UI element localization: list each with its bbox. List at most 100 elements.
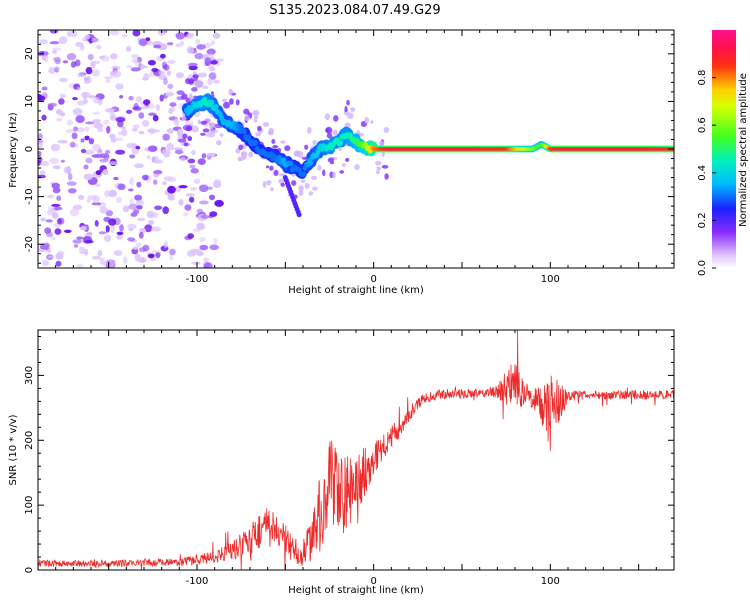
spectrogram-noise-cell [126,46,132,52]
spectrogram-noise-cell [95,183,101,187]
spectrogram-noise-cell [85,121,95,125]
spectrogram-noise-cell [240,151,248,158]
spectrogram-noise-cell [266,180,272,186]
spectrogram-noise-cell [72,204,83,211]
spectrogram-noise-cell [212,79,221,84]
spectrogram-noise-cell [82,236,93,244]
spectrogram-noise-cell [213,237,218,245]
spectrogram-noise-cell [42,242,50,251]
spectrogram-noise-cell [40,160,50,167]
spectrogram-noise-cell [185,78,191,85]
spectrogram-noise-cell [138,130,145,135]
spectrogram-noise-cell [66,53,77,61]
spectrogram-noise-cell [181,115,187,122]
spectrogram-noise-cell [166,70,171,76]
spectrogram-noise-cell [136,204,143,210]
colorbar-tick-label: 0.2 [697,212,708,228]
spectrogram-noise-cell [59,93,67,99]
spectrogram-noise-cell [71,132,78,140]
spectrogram-noise-cell [169,102,177,107]
spectrogram-noise-cell [126,223,137,230]
spectrogram-noise-cell [312,139,317,146]
spectrogram-noise-cell [383,127,390,133]
spectrogram-noise-cell [183,142,189,147]
spectrogram-noise-cell [123,256,128,265]
snr-y-tick-label: 0 [24,567,35,573]
spectrogram-noise-cell [269,187,274,192]
spectrogram-noise-cell [211,94,215,98]
spectrogram-noise-cell [333,115,339,122]
snr-panel: -100 0 100 0 100 200 300 Height of straight l… [8,329,675,596]
spectrogram-noise-cell [207,77,213,86]
spectrogram-noise-cell [203,257,210,262]
spectrogram-noise-cell [228,88,233,96]
spectrogram-noise-cell [97,127,104,133]
snr-x-tick-labels: -100 0 100 [186,576,560,587]
spectrogram-noise-cell [205,133,216,138]
spectrogram-noise-cell [116,231,124,236]
spectrogram-noise-cell [129,177,135,186]
spectrogram-noise-cell [98,231,107,235]
figure-title: S135.2023.084.07.49.G29 [269,3,440,18]
spectrogram-noise-cell [38,151,42,157]
spectrogram-noise-cell [116,234,123,240]
spectrogram-y-tick-label: 20 [24,47,35,60]
spectrogram-noise-cell [209,244,219,251]
spectrogram-noise-cell [105,78,111,83]
spectrogram-noise-cell [311,175,318,180]
spectrogram-noise-cell [41,86,48,91]
spectrogram-noise-cell [160,43,168,50]
spectrogram-noise-cell [128,188,134,192]
spectrogram-noise-cell [278,178,285,184]
spectrogram-noise-cell [109,114,117,121]
spectrogram-x-tick-label: 100 [541,274,560,285]
spectrogram-noise-cell [39,170,46,175]
spectrogram-noise-cell [322,169,326,177]
spectrogram-noise-cell [149,212,159,218]
spectrogram-noise-cell [192,74,199,79]
spectrogram-noise-cell [68,30,78,38]
spectrogram-noise-cell [94,220,99,227]
spectrogram-noise-cell [102,169,109,176]
spectrogram-noise-cell [243,108,250,115]
spectrogram-noise-cell [113,176,119,181]
spectrogram-noise-cell [84,34,90,40]
spectrogram-noise-cell [199,244,209,251]
spectrogram-noise-cell [219,133,224,137]
spectrogram-noise-cell [308,191,314,196]
colorbar-tick-labels: 0.0 0.2 0.4 0.6 0.8 [697,70,716,276]
spectrogram-noise-cell [203,262,213,268]
spectrogram-noise-cell [200,132,206,136]
spectrogram-noise-cell [327,157,335,163]
spectrogram-noise-cell [134,194,143,201]
spectrogram-noise-cell [187,62,198,67]
spectrogram-noise-cell [73,244,79,248]
spectrogram-noise-cell [77,73,86,78]
spectrogram-ridge-cell [246,134,252,141]
spectrogram-noise-cell [153,179,158,185]
spectrogram-noise-cell [332,129,338,136]
spectrogram-noise-cell [200,120,208,125]
spectrogram-noise-cell [137,217,146,222]
spectrogram-noise-cell [158,70,165,76]
spectrogram-noise-cell [244,114,250,122]
spectrogram-noise-cell [208,63,213,72]
spectrogram-noise-cell [186,250,196,257]
spectrogram-noise-cell [140,105,150,110]
spectrogram-noise-cell [132,106,143,111]
spectrogram-noise-cell [180,157,186,162]
spectrogram-noise-cell [326,132,333,139]
spectrogram-noise-cell [346,112,354,119]
spectrogram-noise-cell [142,244,150,252]
spectrogram-noise-cell [252,109,260,117]
spectrogram-noise-cell [69,208,80,217]
spectrogram-noise-cell [105,149,111,155]
spectrogram-noise-cell [91,69,100,77]
spectrogram-noise-cell [284,145,291,152]
spectrogram-noise-cell [93,111,101,115]
spectrogram-noise-cell [50,143,61,152]
spectrogram-noise-cell [113,250,123,256]
spectrogram-noise-cell [209,125,214,130]
spectrogram-noise-cell [223,101,230,109]
spectrogram-y-tick-label: -20 [24,236,35,252]
